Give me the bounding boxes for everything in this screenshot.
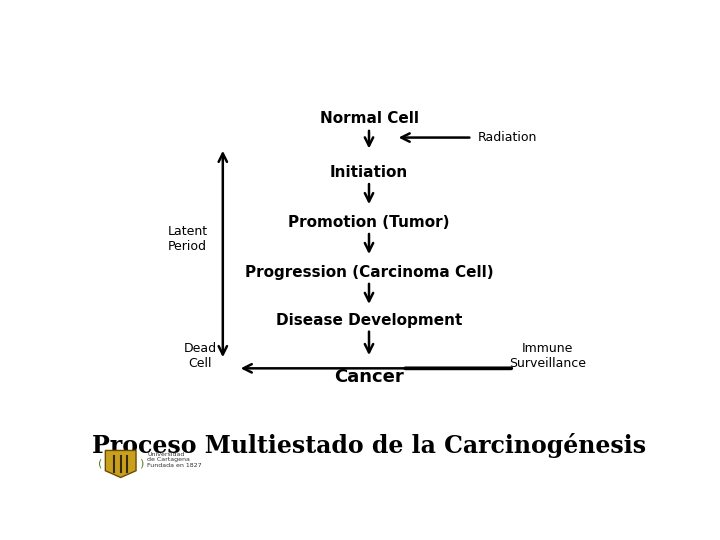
- Text: Radiation: Radiation: [478, 131, 537, 144]
- Text: Universidad
de Cartagena
Fundada en 1827: Universidad de Cartagena Fundada en 1827: [147, 451, 202, 468]
- Text: Cancer: Cancer: [334, 368, 404, 386]
- Text: ): ): [139, 459, 143, 469]
- Text: Initiation: Initiation: [330, 165, 408, 180]
- Text: Dead
Cell: Dead Cell: [184, 342, 217, 370]
- Text: Disease Development: Disease Development: [276, 313, 462, 328]
- Text: Progression (Carcinoma Cell): Progression (Carcinoma Cell): [245, 265, 493, 280]
- Text: Latent
Period: Latent Period: [168, 225, 207, 253]
- Text: Normal Cell: Normal Cell: [320, 111, 418, 126]
- Text: (: (: [98, 459, 102, 469]
- Text: Proceso Multiestado de la Carcinogénesis: Proceso Multiestado de la Carcinogénesis: [92, 433, 646, 458]
- Polygon shape: [105, 450, 136, 477]
- Text: Promotion (Tumor): Promotion (Tumor): [288, 215, 450, 230]
- Text: Immune
Surveillance: Immune Surveillance: [509, 342, 586, 370]
